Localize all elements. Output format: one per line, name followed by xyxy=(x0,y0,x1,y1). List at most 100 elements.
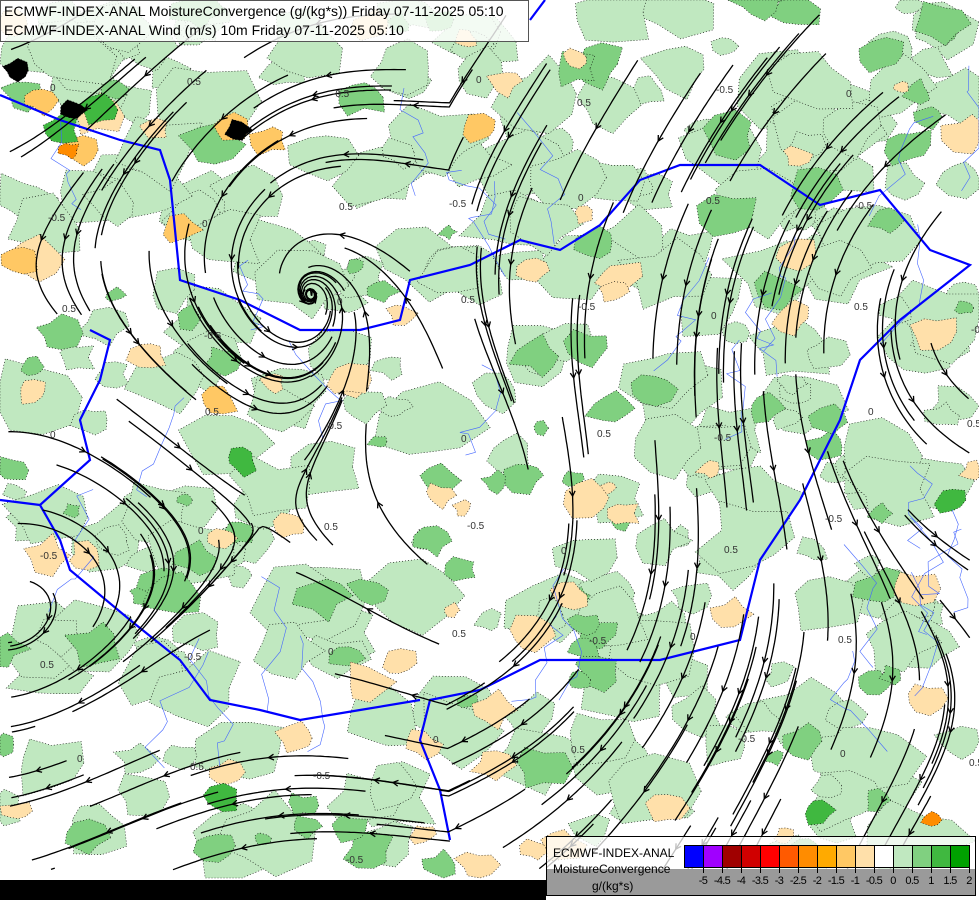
field-patch xyxy=(447,142,513,188)
streamline-arrow xyxy=(170,565,178,573)
contour-label: -0.5 xyxy=(346,855,364,866)
river xyxy=(446,170,506,240)
field-patch xyxy=(727,0,784,22)
field-patch xyxy=(342,390,388,425)
colorbar-swatch xyxy=(913,846,932,867)
contour-label: -0.5 xyxy=(325,421,343,432)
contour-label: -0.5 xyxy=(449,199,467,210)
field-patch xyxy=(382,137,416,170)
field-patch xyxy=(901,77,931,105)
streamline-arrow xyxy=(587,272,595,281)
streamline-arrow xyxy=(793,278,800,286)
river xyxy=(399,88,429,196)
field-patch xyxy=(497,691,556,743)
streamline-arrow xyxy=(143,602,150,611)
field-patch xyxy=(788,205,816,231)
streamline-arrow xyxy=(480,319,488,327)
field-patch xyxy=(444,556,476,582)
streamline-arrow xyxy=(220,113,228,121)
river xyxy=(745,292,778,377)
streamline-arrow xyxy=(772,107,780,116)
field-patch xyxy=(331,815,368,844)
streamline-arrow xyxy=(763,792,770,800)
streamline-arrow xyxy=(325,71,333,79)
field-patch xyxy=(0,246,38,275)
field-patch xyxy=(436,224,458,241)
streamline-arrow xyxy=(747,89,755,97)
field-patch xyxy=(57,143,80,160)
colorbar-tick xyxy=(703,867,704,873)
field-patch xyxy=(782,722,823,761)
streamline-arrow xyxy=(228,253,236,262)
colorbar-swatch xyxy=(685,846,704,867)
streamline-arrow xyxy=(730,104,737,112)
field-patch xyxy=(884,162,926,201)
contour-label: 0.5 xyxy=(452,629,466,640)
streamline-arrow xyxy=(731,829,738,837)
streamline-arrow xyxy=(728,716,736,724)
colorbar-swatch xyxy=(932,846,951,867)
legend-parameter: MoistureConvergence xyxy=(553,862,671,876)
streamline-arrow xyxy=(122,168,130,176)
river xyxy=(50,117,82,210)
streamline-arrow xyxy=(311,90,319,98)
contour-label: -0.5 xyxy=(48,213,66,224)
field-patch xyxy=(721,321,750,345)
field-patch xyxy=(772,409,804,431)
field-patch xyxy=(804,799,837,826)
streamline xyxy=(11,774,84,799)
streamline-arrow xyxy=(221,190,228,198)
field-patch xyxy=(852,566,906,603)
streamline-arrow xyxy=(143,69,151,77)
contour-label: 0.5 xyxy=(571,745,585,756)
field-patch xyxy=(670,582,712,615)
streamline-arrow xyxy=(119,498,127,505)
river xyxy=(239,259,265,331)
field-patch xyxy=(0,456,30,481)
streamline-arrow xyxy=(879,341,887,350)
streamline-arrow xyxy=(267,753,275,761)
streamline-arrow xyxy=(373,777,381,785)
field-patch xyxy=(369,761,418,811)
streamline-arrow xyxy=(510,751,519,759)
colorbar-tick-label: 1 xyxy=(928,875,934,887)
field-patch xyxy=(486,432,529,476)
field-patch xyxy=(867,787,892,813)
field-patch xyxy=(485,72,524,99)
streamline-arrow xyxy=(305,472,313,480)
field-patch xyxy=(892,80,909,93)
border-line xyxy=(38,329,421,722)
streamline-arrow xyxy=(566,794,574,801)
streamline-arrow xyxy=(948,726,955,734)
field-patch xyxy=(561,470,585,487)
colorbar-tick-label: -4.5 xyxy=(713,875,731,887)
streamline-arrow xyxy=(851,519,859,527)
field-patch xyxy=(958,459,979,481)
field-patch xyxy=(914,1,972,47)
field-patch xyxy=(349,661,398,703)
field-patch xyxy=(369,38,429,96)
streamline-arrow xyxy=(133,337,140,346)
colorbar-tick-label: 1.5 xyxy=(943,875,957,887)
field-patch xyxy=(228,446,257,478)
field-patch xyxy=(893,571,942,607)
streamline-arrow xyxy=(840,145,847,153)
field-patch xyxy=(35,618,78,658)
field-patch xyxy=(416,245,479,294)
field-patch xyxy=(59,344,96,371)
streamline-arrow xyxy=(376,501,384,509)
streamline-arrow xyxy=(230,355,238,363)
field-patch xyxy=(78,92,119,126)
field-patch xyxy=(606,503,640,525)
streamline-arrow xyxy=(288,130,296,137)
field-patch xyxy=(858,37,905,74)
colorbar-tick xyxy=(931,867,932,873)
streamline-arrow xyxy=(141,813,149,820)
streamline xyxy=(9,58,136,153)
streamline-arrow xyxy=(806,214,813,222)
colorbar-swatch xyxy=(742,846,761,867)
contour-label: 0.5 xyxy=(969,758,979,769)
contour-label: 0 xyxy=(846,89,852,100)
field-patch xyxy=(412,525,453,558)
